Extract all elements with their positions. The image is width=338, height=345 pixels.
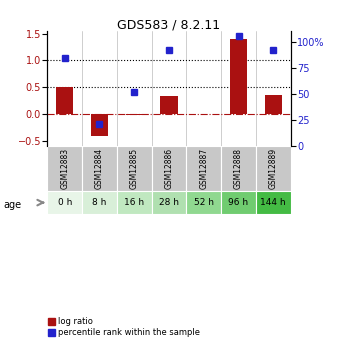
Bar xyxy=(56,87,73,114)
Text: age: age xyxy=(3,200,22,210)
Bar xyxy=(186,191,221,214)
Bar xyxy=(186,146,221,191)
Text: 96 h: 96 h xyxy=(228,198,248,207)
Text: 52 h: 52 h xyxy=(194,198,214,207)
Text: 0 h: 0 h xyxy=(57,198,72,207)
Text: GDS583 / 8.2.11: GDS583 / 8.2.11 xyxy=(117,19,221,32)
Bar xyxy=(82,146,117,191)
Bar xyxy=(152,191,186,214)
Text: GSM12883: GSM12883 xyxy=(60,148,69,189)
Text: GSM12889: GSM12889 xyxy=(269,148,278,189)
Bar xyxy=(47,146,82,191)
Bar xyxy=(125,114,143,115)
Bar xyxy=(160,96,178,114)
Legend: log ratio, percentile rank within the sample: log ratio, percentile rank within the sa… xyxy=(48,317,200,337)
Bar xyxy=(221,191,256,214)
Bar xyxy=(152,146,186,191)
Text: GSM12888: GSM12888 xyxy=(234,148,243,189)
Text: 8 h: 8 h xyxy=(92,198,107,207)
Bar xyxy=(117,191,152,214)
Bar xyxy=(265,95,282,114)
Text: GSM12887: GSM12887 xyxy=(199,148,208,189)
Bar xyxy=(82,191,117,214)
Text: 28 h: 28 h xyxy=(159,198,179,207)
Bar xyxy=(47,191,82,214)
Bar xyxy=(91,114,108,137)
Text: 16 h: 16 h xyxy=(124,198,144,207)
Text: 144 h: 144 h xyxy=(261,198,286,207)
Bar xyxy=(256,191,291,214)
Text: GSM12886: GSM12886 xyxy=(165,148,173,189)
Bar xyxy=(221,146,256,191)
Bar xyxy=(256,146,291,191)
Text: GSM12884: GSM12884 xyxy=(95,148,104,189)
Text: GSM12885: GSM12885 xyxy=(130,148,139,189)
Bar xyxy=(230,39,247,114)
Bar xyxy=(117,146,152,191)
